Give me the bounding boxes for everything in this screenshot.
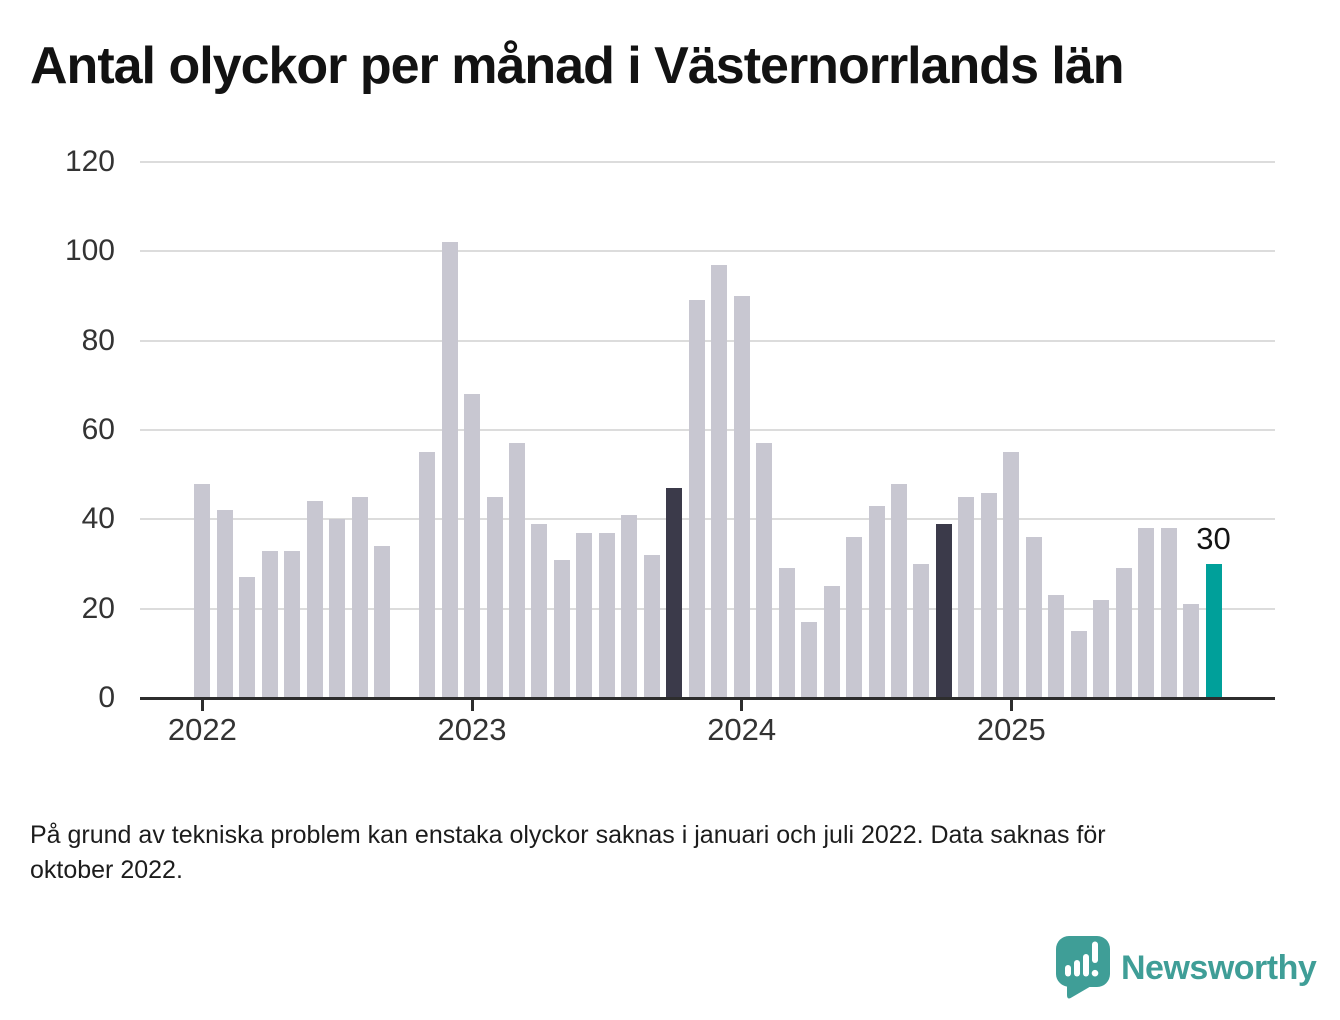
bar-2024-01 [733,295,750,698]
bar-2022-12 [441,242,458,698]
bar-2023-07 [598,532,615,698]
bar-2022-04 [261,550,278,698]
y-axis-label-0: 0 [98,681,115,714]
newsworthy-bubble-chart-icon [1056,936,1110,999]
bar-2025-09 [1183,604,1200,698]
bar-chart: 0 20 40 60 80 100 120 2022 2023 2024 2025 30 [64,144,1275,747]
bar-2025-10 [1205,563,1222,698]
gridline-120 [140,160,1275,163]
footnote: På grund av tekniska problem kan enstaka… [30,818,1320,888]
bar-2024-09 [913,563,930,698]
x-axis-label-2022: 2022 [167,712,237,747]
bar-2023-09 [643,555,660,698]
x-axis-tick-2022 [200,700,204,711]
bar-2023-11 [688,300,705,698]
gridline-60 [140,428,1275,431]
x-axis-tick-2025 [1009,700,1013,711]
bar-2023-08 [621,514,638,698]
bar-2022-02 [216,510,233,698]
bar-value-label: 30 [1196,520,1231,556]
bar-2023-05 [553,559,570,698]
x-axis-label-2024: 2024 [707,712,777,747]
bar-2025-07 [1138,528,1155,698]
chart-title: Antal olyckor per månad i Västernorrland… [30,37,1125,95]
bar-2024-04 [801,622,818,698]
bar-2025-02 [1025,537,1042,698]
bar-2022-05 [284,550,301,698]
bar-2022-09 [374,546,391,698]
bar-2023-10 [666,488,683,698]
bar-2024-03 [778,568,795,698]
y-axis-label-60: 60 [81,412,115,446]
x-axis-tick-2024 [740,700,744,711]
bar-2024-07 [868,505,885,698]
bar-2025-05 [1093,599,1110,698]
bar-2022-01 [194,483,211,698]
bar-2023-06 [576,532,593,698]
bar-2023-01 [464,394,481,698]
y-axis-label-100: 100 [64,234,115,268]
bar-2024-05 [823,586,840,698]
gridline-100 [140,250,1275,253]
x-axis-label-2025: 2025 [976,712,1046,747]
bar-2024-10 [935,523,952,698]
bar-2025-04 [1070,630,1087,698]
y-axis-label-80: 80 [81,323,115,357]
bar-2025-08 [1160,528,1177,698]
x-axis-tick-2023 [470,700,474,711]
bar-2024-11 [958,496,975,698]
y-axis-label-120: 120 [64,144,115,178]
gridline-40 [140,518,1275,521]
newsworthy-logo: Newsworthy [1056,936,1317,1000]
bar-2022-11 [419,452,436,698]
bar-2022-06 [306,501,323,698]
y-axis-label-20: 20 [81,591,115,625]
x-axis-label-2023: 2023 [437,712,507,747]
bar-2024-12 [980,492,997,698]
newsworthy-logo-text: Newsworthy [1121,948,1317,987]
bar-2024-06 [846,537,863,698]
bar-2022-03 [239,577,256,698]
gridline-20 [140,607,1275,610]
footnote-line-1: På grund av tekniska problem kan enstaka… [30,821,1106,849]
x-axis-line [140,697,1275,700]
bar-2022-07 [329,519,346,698]
bar-2025-01 [1003,452,1020,698]
bar-2023-12 [711,264,728,698]
bar-2024-02 [756,443,773,698]
bar-2023-02 [486,496,503,698]
bar-2025-03 [1048,595,1065,698]
bar-2022-08 [351,496,368,698]
y-axis-label-40: 40 [81,502,115,536]
bar-2024-08 [890,483,907,698]
gridline-80 [140,339,1275,342]
bar-2023-04 [531,523,548,698]
bar-2025-06 [1115,568,1132,698]
bar-2023-03 [508,443,525,698]
footnote-line-2: oktober 2022. [30,856,183,884]
